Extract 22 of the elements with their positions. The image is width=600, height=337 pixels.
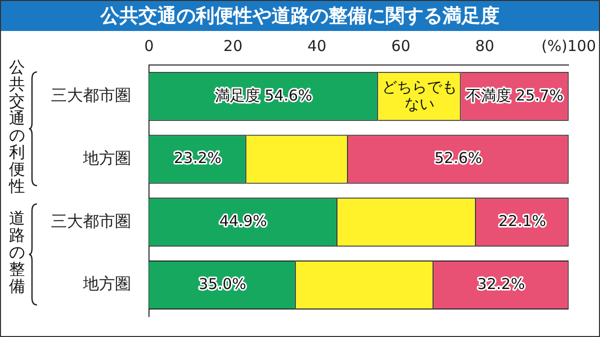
y-tick-label: 三大都市圏	[51, 211, 131, 230]
text: 道路の整備	[9, 208, 25, 296]
y-tick-label: 地方圏	[82, 274, 131, 294]
data-label: 32.2%	[477, 274, 525, 293]
data-label: 35.0%	[198, 274, 246, 293]
data-label: どちらでもない	[382, 78, 457, 113]
y-tick-label: 三大都市圏	[51, 86, 131, 105]
x-tick-label: 40	[307, 36, 326, 55]
data-label: 22.1%	[498, 212, 546, 230]
x-tick-label: (%)100	[541, 36, 596, 55]
data-label: 44.9%	[219, 212, 268, 230]
data-label: 不満度 25.7%	[466, 86, 564, 104]
y-tick-label: 地方圏	[82, 148, 131, 168]
data-label: 23.2%	[174, 149, 222, 168]
chart-title: 公共交通の利便性や道路の整備に関する満足度	[1, 1, 599, 31]
text: 公共交通の利便性	[8, 58, 25, 196]
data-label: 52.6%	[434, 149, 482, 168]
x-tick-label: 0	[144, 36, 154, 55]
data-label: 満足度 54.6%	[214, 86, 312, 104]
x-tick-label: 80	[475, 36, 494, 55]
x-tick-label: 60	[391, 36, 410, 55]
x-tick-label: 20	[223, 36, 242, 55]
